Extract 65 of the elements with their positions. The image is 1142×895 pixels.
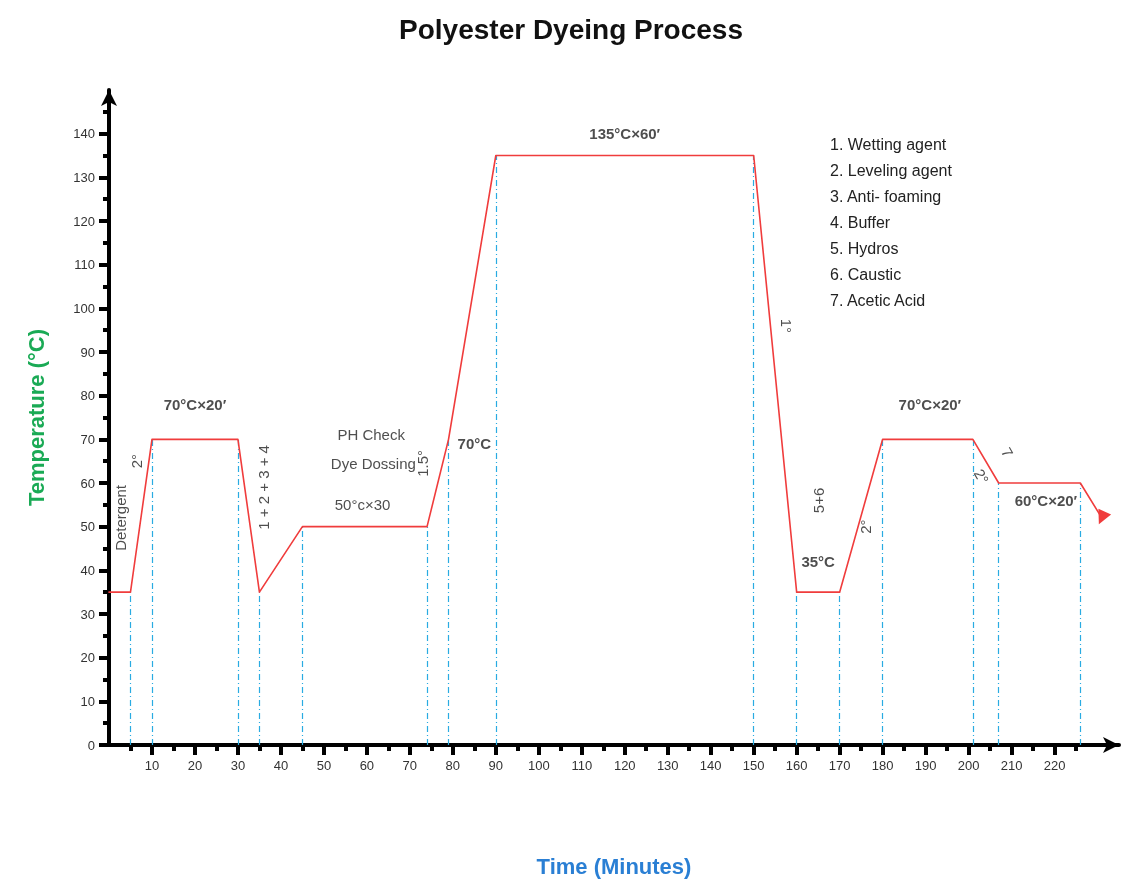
annotation: Dye Dossing [330,454,416,472]
x-tick-label: 110 [571,758,593,773]
y-tick-label: 130 [73,169,95,185]
x-tick-label: 130 [656,758,679,773]
annotation: 3. Anti- foaming [830,187,942,205]
y-tick-label: 80 [80,388,95,404]
y-tick-label: 140 [73,126,95,142]
annotation: 135°C×60′ [589,125,661,143]
annotation: 50°c×30 [334,496,391,514]
annotation: PH Check [337,426,406,444]
annotation: 2. Leveling agent [830,161,953,179]
annotation: 35°C [801,553,836,571]
x-tick-label: 170 [828,758,851,773]
x-tick-label: 90 [488,758,504,773]
annotation: 1.5° [414,449,432,477]
x-tick-label: 140 [699,758,722,773]
x-tick-label: 80 [445,758,461,773]
y-tick-label: 70 [80,431,95,447]
y-tick-label: 0 [87,737,95,753]
annotation: 7. Acetic Acid [830,291,926,309]
x-tick-label: 160 [785,758,808,773]
x-tick-label: 10 [144,758,160,773]
y-tick-label: 10 [80,693,95,709]
annotation: 2° [970,466,993,487]
annotation: 6. Caustic [830,265,902,283]
y-tick-label: 30 [80,606,95,622]
y-tick-label: 110 [74,257,95,273]
annotation: 7 [997,444,1017,461]
annotation: 70°C×20′ [163,395,227,413]
annotation: Detergent [111,484,129,551]
x-tick-label: 120 [613,758,636,773]
x-tick-label: 20 [187,758,203,773]
x-tick-label: 60 [359,758,375,773]
annotation: 1° [778,318,796,333]
chart-title: Polyester Dyeing Process [399,13,743,45]
x-tick-label: 70 [402,758,418,773]
annotation: 4. Buffer [830,213,891,231]
x-axis-title: Time (Minutes) [536,853,692,879]
y-axis-title: Temperature (°C) [23,328,49,507]
y-tick-label: 40 [80,562,95,578]
x-tick-label: 150 [742,758,765,773]
annotation: 1. Wetting agent [830,135,947,153]
y-tick-label: 50 [80,519,95,535]
y-tick-label: 120 [73,213,95,229]
annotation: 2° [856,519,874,534]
annotation: 5+6 [809,487,827,514]
x-tick-label: 220 [1043,758,1066,773]
y-tick-label: 100 [73,300,95,316]
x-tick-label: 180 [871,758,894,773]
annotation: 70°C×20′ [898,395,962,413]
annotation: 1 + 2 + 3 + 4 [255,445,273,530]
x-tick-label: 210 [1000,758,1023,773]
x-tick-label: 30 [230,758,246,773]
annotation: 60°C×20′ [1014,491,1078,509]
annotation: 2° [128,453,146,469]
annotation: 70°C [457,435,492,453]
y-tick-label: 90 [80,344,95,360]
x-tick-label: 50 [316,758,332,773]
x-tick-label: 190 [914,758,937,773]
x-tick-label: 100 [527,758,550,773]
annotation: 5. Hydros [830,239,899,257]
y-tick-label: 20 [80,650,95,666]
y-tick-label: 60 [80,475,95,491]
x-tick-label: 200 [957,758,980,773]
x-tick-label: 40 [273,758,289,773]
